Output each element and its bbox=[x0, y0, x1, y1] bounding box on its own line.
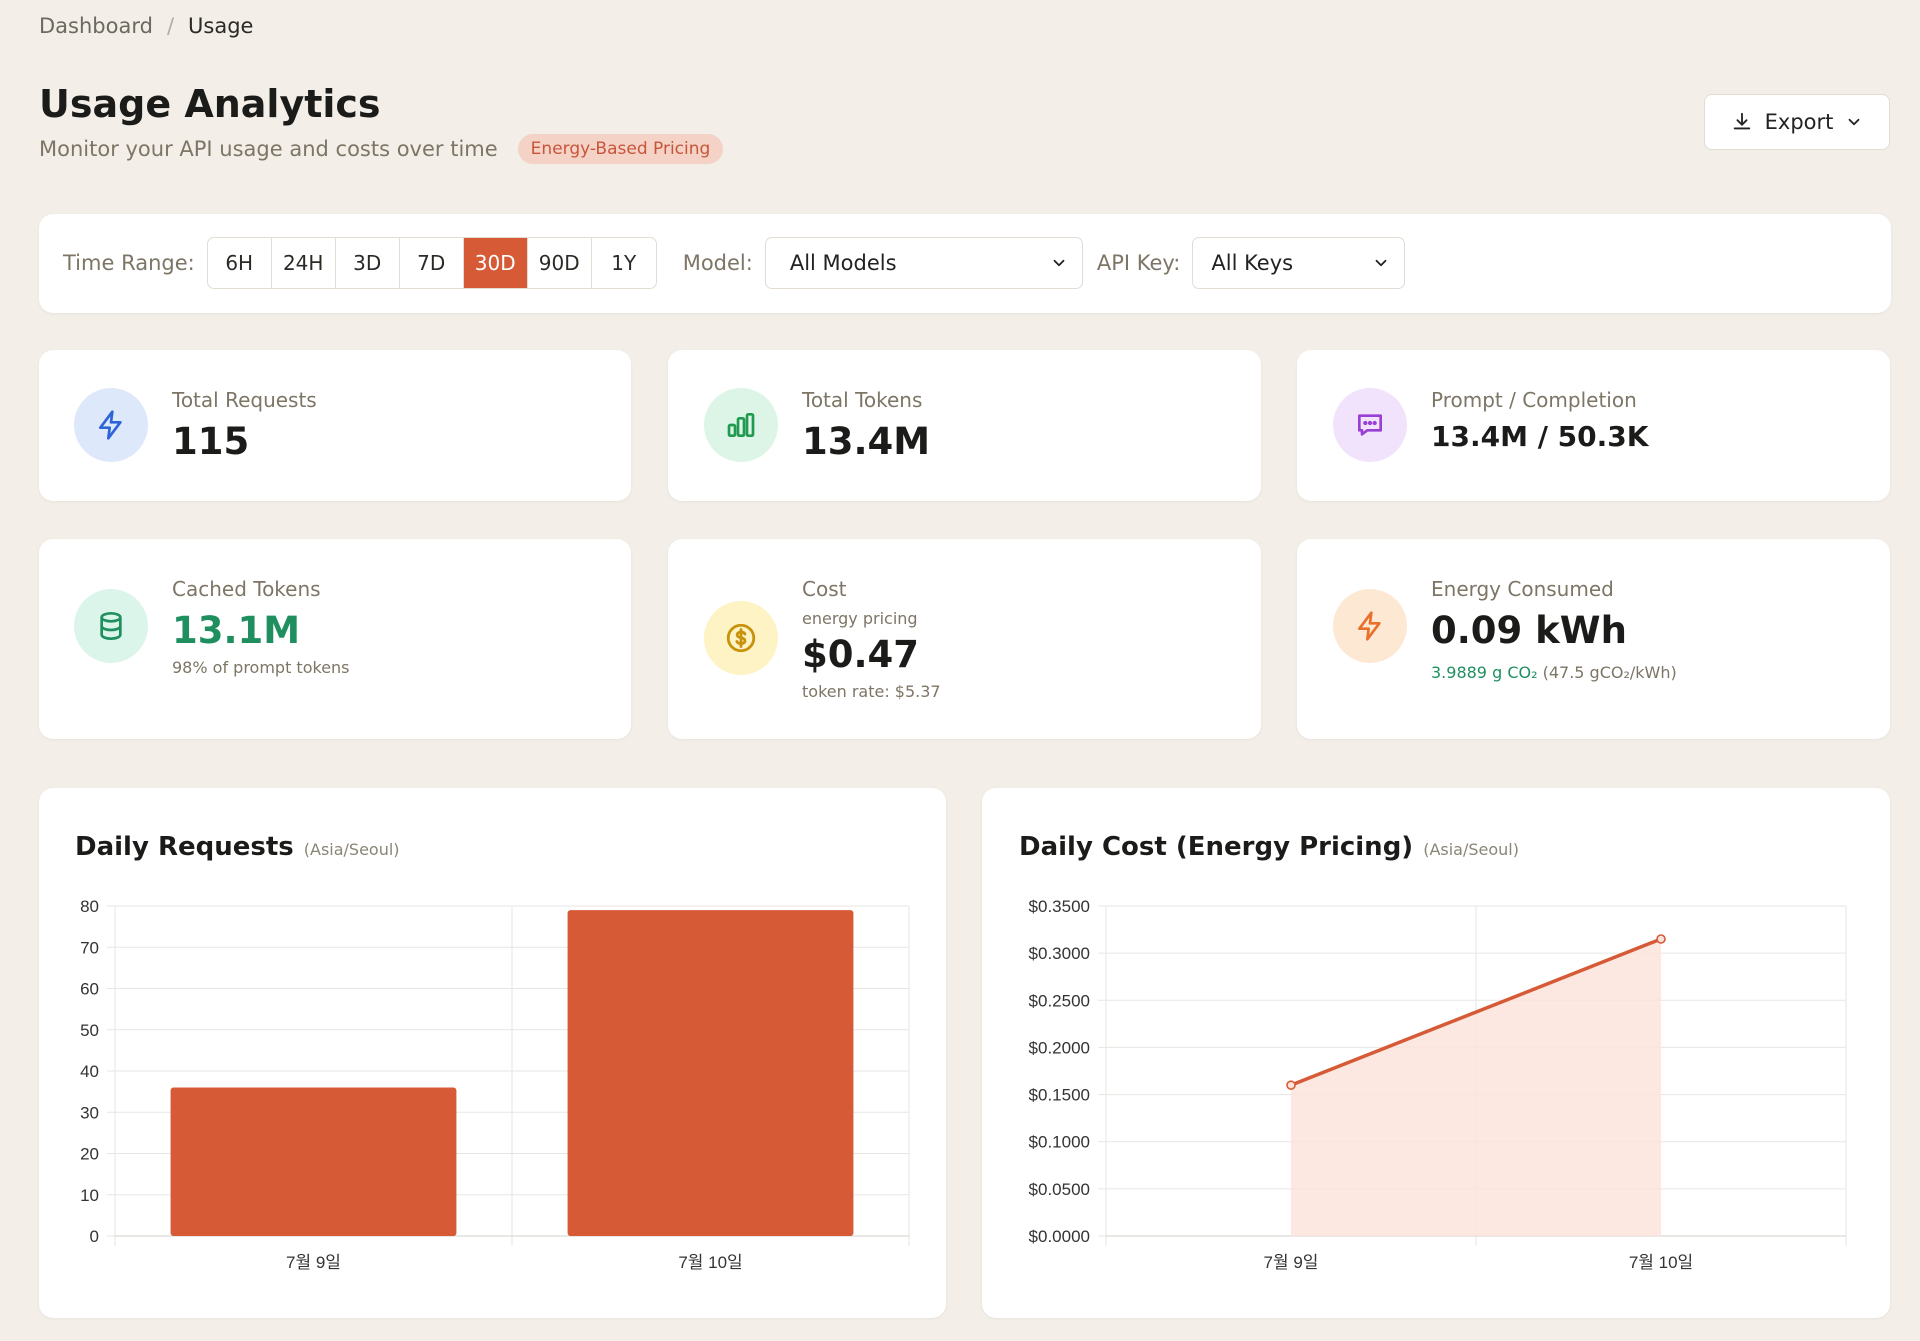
chevron-down-icon bbox=[1845, 113, 1863, 131]
y-tick-label: 30 bbox=[80, 1103, 99, 1122]
energy-intensity: (47.5 gCO₂/kWh) bbox=[1542, 663, 1677, 682]
export-label: Export bbox=[1764, 110, 1834, 134]
lightning-icon bbox=[74, 388, 148, 462]
y-tick-label: $0.2000 bbox=[1029, 1038, 1090, 1057]
page-subtitle: Monitor your API usage and costs over ti… bbox=[39, 137, 498, 161]
y-tick-label: $0.0500 bbox=[1029, 1180, 1090, 1199]
filter-bar: Time Range: 6H 24H 3D 7D 30D 90D 1Y Mode… bbox=[39, 214, 1891, 313]
series-line bbox=[1290, 937, 1662, 1087]
daily-cost-timezone: (Asia/Seoul) bbox=[1423, 840, 1519, 859]
x-tick-label: 7월 10일 bbox=[678, 1253, 742, 1272]
breadcrumb-dashboard-link[interactable]: Dashboard bbox=[39, 14, 153, 38]
cached-tokens-label: Cached Tokens bbox=[172, 577, 321, 601]
model-select-value: All Models bbox=[789, 251, 897, 275]
cost-token-rate: token rate: $5.37 bbox=[802, 682, 941, 701]
daily-cost-chart: $0.0000 $0.0500 $0.1000 $0.1500 $0.2000 $0.25… bbox=[1029, 897, 1847, 1272]
daily-requests-chart: 0 10 20 30 40 50 60 70 80 7월 9일 7월 10일 bbox=[80, 897, 910, 1272]
data-point bbox=[1286, 1080, 1296, 1090]
time-range-24h[interactable]: 24H bbox=[272, 238, 336, 288]
energy-co2-row: 3.9889 g CO₂ (47.5 gCO₂/kWh) bbox=[1431, 663, 1677, 682]
database-icon bbox=[74, 589, 148, 663]
total-tokens-label: Total Tokens bbox=[802, 388, 923, 412]
cost-value: $0.47 bbox=[802, 633, 920, 676]
model-select[interactable]: All Models bbox=[764, 237, 1083, 289]
y-tick-label: 20 bbox=[80, 1145, 99, 1164]
energy-co2: 3.9889 g CO₂ bbox=[1431, 663, 1538, 682]
daily-cost-card: Daily Cost (Energy Pricing) (Asia/Seoul) … bbox=[982, 788, 1890, 1318]
bar-chart-icon bbox=[704, 388, 778, 462]
chevron-down-icon bbox=[1372, 254, 1390, 272]
x-tick-label: 7월 9일 bbox=[286, 1253, 341, 1272]
time-range-selector: 6H 24H 3D 7D 30D 90D 1Y bbox=[206, 237, 657, 289]
prompt-completion-label: Prompt / Completion bbox=[1431, 388, 1637, 412]
api-key-select-value: All Keys bbox=[1211, 251, 1294, 275]
daily-requests-title-text: Daily Requests bbox=[75, 832, 294, 862]
time-range-6h[interactable]: 6H bbox=[208, 238, 272, 288]
api-key-select[interactable]: All Keys bbox=[1192, 237, 1406, 289]
cached-tokens-card: Cached Tokens 13.1M 98% of prompt tokens bbox=[39, 539, 631, 739]
dollar-icon bbox=[704, 601, 778, 675]
daily-requests-title: Daily Requests (Asia/Seoul) bbox=[75, 832, 400, 862]
data-point bbox=[1656, 934, 1666, 944]
filter-controls: Time Range: 6H 24H 3D 7D 30D 90D 1Y Mode… bbox=[63, 237, 1406, 289]
y-tick-label: $0.3000 bbox=[1029, 944, 1090, 963]
total-requests-value: 115 bbox=[172, 420, 250, 463]
daily-requests-timezone: (Asia/Seoul) bbox=[303, 840, 400, 859]
daily-cost-title-text: Daily Cost (Energy Pricing) bbox=[1019, 832, 1414, 862]
export-button[interactable]: Export bbox=[1704, 94, 1890, 150]
y-tick-label: 60 bbox=[80, 980, 99, 999]
breadcrumb: Dashboard / Usage bbox=[39, 14, 253, 38]
api-key-label: API Key: bbox=[1096, 251, 1181, 275]
pricing-badge: Energy-Based Pricing bbox=[517, 134, 724, 164]
cost-card: Cost energy pricing $0.47 token rate: $5… bbox=[668, 539, 1261, 739]
time-range-90d[interactable]: 90D bbox=[528, 238, 592, 288]
y-tick-label: 10 bbox=[80, 1186, 99, 1205]
area-fill bbox=[1291, 939, 1661, 1236]
total-tokens-value: 13.4M bbox=[802, 420, 931, 463]
prompt-completion-value: 13.4M / 50.3K bbox=[1431, 420, 1649, 453]
y-tick-label: $0.3500 bbox=[1029, 897, 1090, 916]
bar bbox=[170, 1087, 457, 1236]
cost-sublabel: energy pricing bbox=[802, 609, 918, 628]
x-tick-label: 7월 9일 bbox=[1264, 1253, 1319, 1272]
chevron-down-icon bbox=[1050, 254, 1068, 272]
cached-tokens-value: 13.1M bbox=[172, 609, 301, 652]
time-range-1y[interactable]: 1Y bbox=[611, 251, 637, 275]
energy-value: 0.09 kWh bbox=[1431, 609, 1627, 652]
total-requests-label: Total Requests bbox=[172, 388, 317, 412]
prompt-completion-card: Prompt / Completion 13.4M / 50.3K bbox=[1297, 350, 1890, 501]
y-tick-label: 80 bbox=[80, 897, 99, 916]
breadcrumb-current: Usage bbox=[188, 14, 254, 38]
lightning-icon bbox=[1333, 589, 1407, 663]
energy-label: Energy Consumed bbox=[1431, 577, 1614, 601]
total-tokens-card: Total Tokens 13.4M bbox=[668, 350, 1261, 501]
page-title: Usage Analytics bbox=[39, 82, 381, 126]
y-tick-label: $0.1500 bbox=[1029, 1086, 1090, 1105]
time-range-3d[interactable]: 3D bbox=[336, 238, 400, 288]
subtitle-row: Monitor your API usage and costs over ti… bbox=[39, 134, 724, 164]
chat-icon bbox=[1333, 388, 1407, 462]
cost-label: Cost bbox=[802, 577, 847, 601]
y-tick-label: 40 bbox=[80, 1062, 99, 1081]
x-tick-label: 7월 10일 bbox=[1629, 1253, 1693, 1272]
y-tick-label: $0.0000 bbox=[1029, 1227, 1090, 1246]
breadcrumb-separator: / bbox=[166, 14, 175, 38]
y-tick-label: 50 bbox=[80, 1021, 99, 1040]
download-icon bbox=[1731, 111, 1753, 133]
time-range-label: Time Range: bbox=[63, 251, 195, 275]
y-tick-label: $0.1000 bbox=[1029, 1133, 1090, 1152]
time-range-30d[interactable]: 30D bbox=[463, 238, 528, 288]
bar bbox=[567, 910, 854, 1236]
y-tick-label: 0 bbox=[90, 1227, 99, 1246]
total-requests-card: Total Requests 115 bbox=[39, 350, 631, 501]
y-tick-label: $0.2500 bbox=[1029, 991, 1090, 1010]
daily-requests-card: Daily Requests (Asia/Seoul) 0 10 20 30 40 50 60… bbox=[39, 788, 946, 1318]
y-tick-label: 70 bbox=[80, 938, 99, 957]
energy-card: Energy Consumed 0.09 kWh 3.9889 g CO₂ (4… bbox=[1297, 539, 1890, 739]
time-range-7d[interactable]: 7D bbox=[400, 238, 464, 288]
model-label: Model: bbox=[682, 251, 753, 275]
cached-tokens-note: 98% of prompt tokens bbox=[172, 658, 350, 677]
daily-cost-title: Daily Cost (Energy Pricing) (Asia/Seoul) bbox=[1019, 832, 1519, 862]
